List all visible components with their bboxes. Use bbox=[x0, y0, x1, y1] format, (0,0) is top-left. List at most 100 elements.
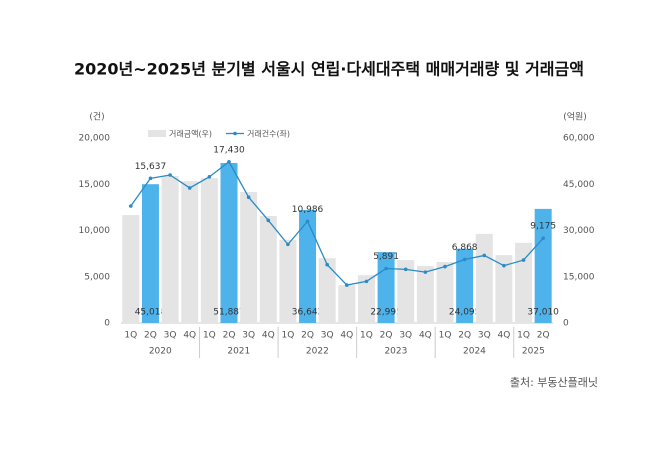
x-tick-label: 3Q bbox=[399, 331, 412, 341]
line-value-label: 15,637 bbox=[135, 162, 167, 172]
line-value-label: 17,430 bbox=[213, 145, 245, 155]
tick-label: 0 bbox=[104, 319, 110, 329]
bar-value-label: 22,995 bbox=[370, 308, 402, 318]
bar-value-label: 36,642 bbox=[292, 308, 324, 318]
bar bbox=[377, 252, 395, 323]
bar-value-label: 45,018 bbox=[135, 308, 167, 318]
bar bbox=[200, 178, 218, 323]
tick-label: 5,000 bbox=[84, 272, 110, 282]
line-point bbox=[423, 270, 428, 274]
legend-swatch bbox=[148, 130, 166, 137]
line-point bbox=[502, 263, 506, 268]
x-tick-label: 3Q bbox=[321, 331, 334, 341]
bar bbox=[397, 260, 415, 323]
line-point bbox=[168, 173, 172, 177]
bar bbox=[456, 248, 474, 323]
line-value-label: 6,868 bbox=[452, 243, 478, 253]
x-group-label: 2025 bbox=[522, 347, 545, 357]
bar bbox=[436, 261, 454, 323]
line-point bbox=[246, 195, 251, 199]
line-point bbox=[345, 283, 349, 287]
bar bbox=[259, 216, 277, 323]
bar bbox=[181, 181, 199, 323]
x-tick-label: 2Q bbox=[537, 331, 550, 341]
bar bbox=[141, 184, 159, 323]
bar bbox=[338, 285, 356, 323]
line-point bbox=[384, 266, 388, 271]
bar bbox=[299, 210, 317, 323]
line-point bbox=[364, 279, 369, 284]
bar bbox=[318, 258, 336, 323]
chart-title: 2020년~2025년 분기별 서울시 연립·다세대주택 매매거래량 및 거래금… bbox=[74, 60, 584, 79]
line-value-label: 5,891 bbox=[373, 252, 399, 262]
tick-label: 20,000 bbox=[79, 134, 111, 144]
x-group-label: 2021 bbox=[227, 347, 250, 357]
x-tick-label: 4Q bbox=[340, 331, 353, 341]
x-tick-label: 4Q bbox=[262, 331, 275, 341]
line-point bbox=[443, 264, 447, 269]
line-point bbox=[266, 218, 271, 223]
legend-label: 거래금액(우) bbox=[169, 129, 212, 139]
x-tick-label: 1Q bbox=[517, 331, 530, 341]
tick-label: 60,000 bbox=[563, 134, 595, 144]
x-tick-label: 4Q bbox=[419, 331, 432, 341]
line-point bbox=[305, 219, 310, 224]
x-tick-label: 2Q bbox=[458, 331, 471, 341]
x-tick-label: 1Q bbox=[203, 331, 216, 341]
x-group-label: 2022 bbox=[306, 347, 329, 357]
line-point bbox=[187, 186, 192, 190]
line-value-label: 10,986 bbox=[292, 205, 324, 215]
x-tick-label: 2Q bbox=[301, 331, 314, 341]
bar bbox=[495, 255, 513, 323]
line-point bbox=[325, 262, 329, 267]
y-unit: (건) bbox=[89, 112, 104, 123]
x-tick-label: 1Q bbox=[282, 331, 295, 341]
line-point bbox=[521, 258, 526, 262]
bar bbox=[475, 233, 493, 323]
bar bbox=[357, 275, 375, 323]
bar bbox=[161, 175, 179, 323]
x-tick-label: 1Q bbox=[360, 331, 373, 341]
bar-value-label: 51,887 bbox=[213, 308, 245, 318]
line-point bbox=[286, 242, 290, 247]
legend-label: 거래건수(좌) bbox=[247, 129, 290, 139]
bar bbox=[515, 242, 533, 323]
line-point bbox=[462, 257, 467, 262]
line-point bbox=[541, 236, 545, 240]
bar-value-label: 24,095 bbox=[449, 308, 481, 318]
x-tick-label: 2Q bbox=[144, 331, 157, 341]
x-tick-label: 3Q bbox=[164, 331, 177, 341]
tick-label: 15,000 bbox=[563, 272, 595, 282]
x-tick-label: 3Q bbox=[478, 331, 491, 341]
x-tick-label: 2Q bbox=[380, 331, 393, 341]
line-point bbox=[129, 204, 133, 208]
line-point bbox=[403, 267, 408, 272]
x-group-label: 2020 bbox=[149, 347, 172, 357]
x-group-label: 2024 bbox=[463, 347, 486, 357]
tick-label: 15,000 bbox=[79, 180, 111, 190]
x-group-label: 2023 bbox=[384, 347, 407, 357]
x-tick-label: 1Q bbox=[439, 331, 452, 341]
x-tick-label: 2Q bbox=[223, 331, 236, 341]
source: 출처: 부동산플래닛 bbox=[510, 376, 598, 389]
x-tick-label: 4Q bbox=[183, 331, 196, 341]
x-tick-label: 3Q bbox=[242, 331, 255, 341]
line-point bbox=[207, 175, 212, 179]
bar bbox=[240, 191, 258, 323]
bar bbox=[534, 208, 552, 323]
bar bbox=[279, 239, 297, 323]
bar bbox=[122, 215, 140, 323]
bar bbox=[220, 163, 238, 323]
tick-label: 45,000 bbox=[563, 180, 595, 190]
y2-unit: (억원) bbox=[563, 111, 587, 123]
tick-label: 10,000 bbox=[79, 226, 111, 236]
tick-label: 30,000 bbox=[563, 226, 595, 236]
line-point bbox=[227, 159, 231, 164]
bar bbox=[416, 265, 434, 323]
line-value-label: 9,175 bbox=[530, 222, 556, 232]
line-point bbox=[148, 176, 153, 181]
legend-swatch bbox=[233, 131, 237, 136]
line bbox=[130, 160, 544, 286]
x-tick-label: 1Q bbox=[124, 331, 137, 341]
